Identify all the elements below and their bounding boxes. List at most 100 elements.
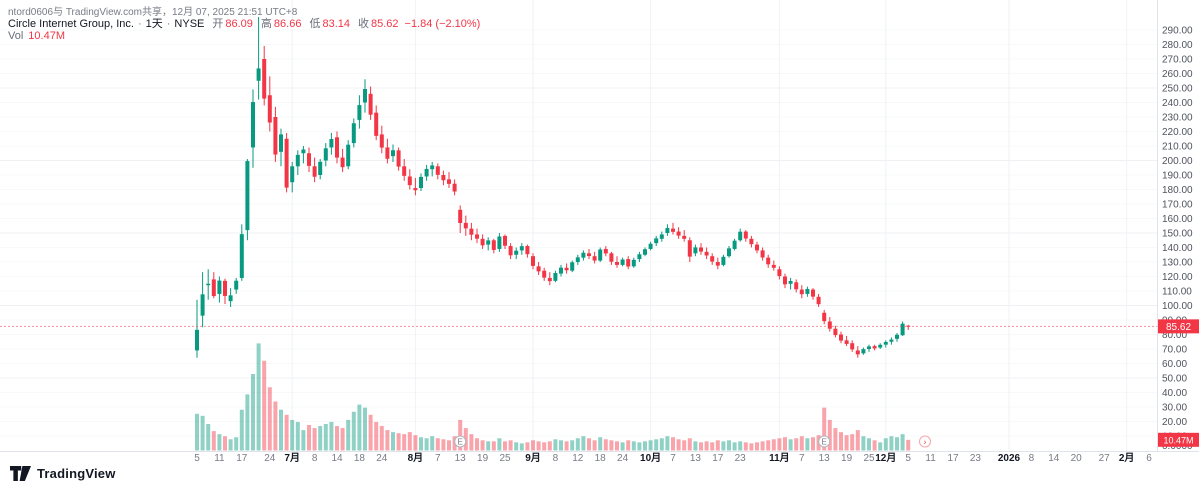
volume-bar[interactable]	[682, 440, 687, 451]
volume-bar[interactable]	[547, 441, 552, 451]
volume-bar[interactable]	[811, 437, 815, 451]
volume-bar[interactable]	[441, 439, 446, 451]
volume-bar[interactable]	[267, 387, 272, 451]
candle[interactable]	[715, 257, 720, 270]
volume-bar[interactable]	[783, 437, 787, 451]
candle[interactable]	[547, 272, 552, 286]
volume-bar[interactable]	[419, 437, 423, 451]
candle[interactable]	[883, 340, 888, 348]
volume-bar[interactable]	[872, 440, 877, 451]
candle[interactable]	[419, 173, 423, 191]
candle[interactable]	[379, 125, 384, 154]
candle[interactable]	[251, 89, 255, 168]
tradingview-logo[interactable]: TradingView	[10, 466, 116, 481]
candle[interactable]	[575, 254, 580, 265]
volume-bar[interactable]	[900, 434, 905, 451]
volume-bar[interactable]	[777, 438, 782, 451]
candle[interactable]	[906, 324, 911, 330]
volume-bar[interactable]	[839, 432, 843, 451]
volume-bar[interactable]	[368, 414, 373, 451]
volume-bar[interactable]	[491, 441, 496, 451]
candle[interactable]	[788, 277, 793, 290]
candle[interactable]	[542, 267, 547, 281]
volume-bar[interactable]	[335, 426, 339, 451]
candle[interactable]	[346, 140, 351, 170]
volume-bar[interactable]	[844, 435, 849, 451]
candle[interactable]	[329, 132, 334, 155]
candle[interactable]	[704, 247, 709, 260]
volume-bar[interactable]	[609, 440, 614, 451]
candle[interactable]	[771, 260, 776, 271]
candle[interactable]	[766, 254, 771, 268]
candle[interactable]	[508, 243, 513, 260]
volume-bar[interactable]	[402, 434, 407, 451]
volume-bar[interactable]	[687, 438, 692, 451]
candle[interactable]	[637, 251, 642, 262]
volume-bar[interactable]	[262, 360, 267, 451]
candle[interactable]	[536, 262, 541, 276]
candle[interactable]	[816, 293, 821, 307]
candle[interactable]	[463, 215, 468, 236]
volume-bar[interactable]	[407, 432, 412, 451]
candle[interactable]	[749, 235, 754, 248]
candle[interactable]	[598, 247, 603, 263]
volume-bar[interactable]	[323, 423, 328, 451]
candle[interactable]	[374, 105, 379, 141]
candle[interactable]	[878, 343, 883, 349]
candle[interactable]	[643, 247, 647, 257]
candle[interactable]	[570, 260, 575, 273]
volume-bar[interactable]	[559, 440, 563, 451]
candle[interactable]	[318, 159, 323, 180]
volume-bar[interactable]	[570, 440, 575, 451]
volume-bar[interactable]	[245, 394, 250, 451]
volume-bar[interactable]	[211, 431, 216, 451]
interval-value[interactable]: 1天	[145, 18, 163, 30]
candle[interactable]	[867, 344, 871, 352]
candle[interactable]	[665, 224, 670, 236]
volume-bar[interactable]	[234, 437, 239, 451]
candle[interactable]	[559, 264, 563, 277]
volume-bar[interactable]	[850, 434, 855, 451]
earnings-marker[interactable]: E	[818, 435, 831, 448]
volume-bar[interactable]	[827, 419, 832, 451]
candle[interactable]	[822, 309, 827, 325]
volume-bar[interactable]	[620, 442, 625, 451]
candle[interactable]	[587, 248, 591, 260]
volume-bar[interactable]	[318, 426, 323, 451]
candle[interactable]	[206, 269, 211, 300]
candle[interactable]	[783, 273, 787, 289]
candle[interactable]	[648, 241, 653, 251]
candle[interactable]	[827, 317, 832, 332]
volume-bar[interactable]	[581, 436, 586, 451]
volume-bar[interactable]	[430, 436, 435, 451]
candle[interactable]	[312, 157, 317, 183]
volume-bar[interactable]	[704, 441, 709, 451]
volume-bar[interactable]	[301, 430, 306, 451]
symbol-title[interactable]: Circle Internet Group, Inc.	[8, 18, 134, 30]
candle[interactable]	[407, 169, 412, 190]
candle[interactable]	[699, 243, 703, 255]
volume-bar[interactable]	[458, 419, 463, 451]
candle[interactable]	[671, 222, 675, 235]
candle[interactable]	[682, 230, 687, 242]
candle[interactable]	[844, 335, 849, 347]
volume-bar[interactable]	[659, 438, 664, 451]
volume-bar[interactable]	[794, 438, 799, 451]
candle[interactable]	[368, 86, 373, 120]
volume-bar[interactable]	[480, 440, 485, 451]
volume-bar[interactable]	[447, 440, 451, 451]
candle[interactable]	[290, 161, 295, 193]
volume-bar[interactable]	[295, 421, 300, 451]
candle[interactable]	[609, 251, 614, 265]
price-axis[interactable]: 290.00 280.00 270.00 260.00 250.00 240.00 230.…	[1162, 26, 1193, 453]
volume-bar[interactable]	[228, 439, 233, 451]
candle[interactable]	[262, 45, 267, 106]
volume-bar[interactable]	[743, 442, 748, 451]
candle[interactable]	[514, 247, 519, 260]
time-axis[interactable]: 5 11 17 24 7月 8 14 18 24 8月 7 13 19 25 9月 8 12 18 24 10月 7 13…	[194, 452, 1152, 464]
volume-bar[interactable]	[665, 436, 670, 451]
earnings-marker[interactable]: E	[454, 435, 467, 448]
volume-bar[interactable]	[738, 441, 743, 451]
candle[interactable]	[805, 286, 810, 297]
volume-bar[interactable]	[469, 434, 474, 451]
